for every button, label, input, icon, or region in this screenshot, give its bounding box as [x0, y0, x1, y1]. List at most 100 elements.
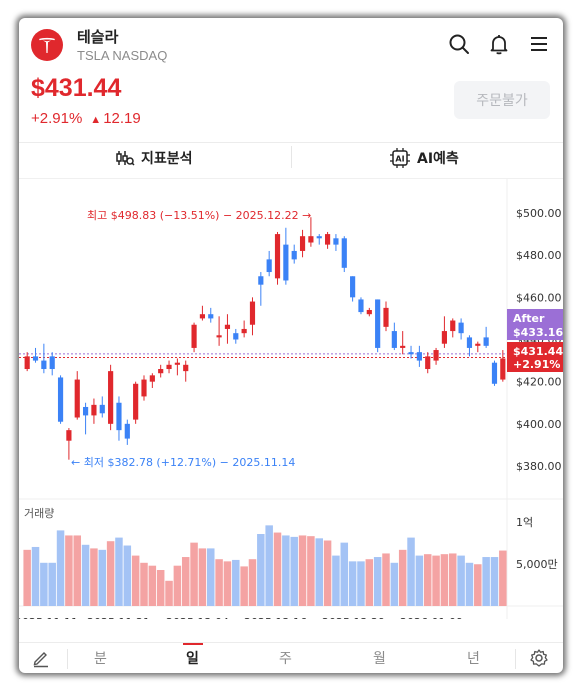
candle-body: [124, 423, 130, 439]
volume-bar: [398, 549, 407, 606]
volume-bar: [465, 562, 474, 606]
candle-body: [224, 324, 231, 329]
divider: [515, 649, 516, 669]
volume-bar: [490, 557, 499, 606]
candle-body: [316, 236, 322, 239]
candle-body: [241, 328, 247, 334]
volume-bar: [207, 548, 215, 606]
candle-body: [333, 238, 339, 245]
app-window: 테슬라 TSLA NASDAQ $431.44 +2.91% ▲ 12.19 주문불…: [19, 18, 563, 673]
tab-indicator-analysis[interactable]: 지표분석: [115, 146, 193, 170]
candle-body: [174, 362, 180, 365]
volume-bar: [348, 561, 357, 606]
candle-body: [41, 360, 47, 370]
candle-body: [141, 379, 147, 397]
period-tab-day[interactable]: 일: [186, 651, 199, 667]
indicator-analysis-icon: [115, 148, 135, 168]
candle-body: [383, 307, 389, 327]
volume-bar: [390, 562, 399, 606]
candle-body: [291, 250, 297, 260]
volume-bar: [98, 549, 107, 606]
search-icon[interactable]: [447, 32, 471, 56]
volume-bar: [474, 564, 482, 606]
candle-body: [375, 299, 381, 348]
volume-bar: [156, 570, 165, 606]
candle-body: [324, 234, 331, 245]
candle-body: [283, 244, 289, 281]
y-tick-label: $500.00: [516, 207, 562, 220]
candle-body: [341, 238, 347, 268]
tab-label: 지표분석: [141, 151, 193, 167]
tab-label: AI예측: [417, 151, 459, 167]
candle-body: [82, 406, 89, 416]
period-tab-month[interactable]: 월: [373, 651, 386, 667]
volume-bar: [48, 562, 56, 606]
candle-body: [24, 356, 30, 370]
x-tick-label: 2025.11.11: [19, 616, 78, 619]
divider: [19, 142, 563, 143]
after-hours-tag: [507, 309, 563, 340]
current-price-tag: [507, 342, 563, 372]
price-chart[interactable]: 최고 $498.83 (−13.51%) − 2025.12.22 → ← 최저…: [19, 179, 563, 619]
volume-bar: [482, 557, 490, 606]
period-tab-minute[interactable]: 분: [94, 651, 107, 667]
volume-bar: [323, 540, 332, 606]
y-tick-label: $480.00: [516, 249, 562, 262]
active-period-indicator: [183, 643, 203, 645]
candle-body: [258, 276, 264, 285]
volume-bar: [123, 545, 132, 606]
x-tick-label: 2025.12.04: [166, 616, 229, 619]
volume-bar: [106, 541, 115, 606]
after-hours-price: $433.16: [513, 326, 563, 339]
candle-body: [32, 356, 39, 361]
volume-bar: [198, 548, 207, 606]
stock-name: 테슬라: [77, 28, 119, 46]
settings-gear-icon[interactable]: [529, 648, 549, 672]
candle-body: [166, 364, 172, 370]
candle-body: [49, 356, 55, 370]
candle-body: [450, 320, 456, 332]
volume-bar: [232, 559, 240, 606]
volume-bar: [290, 536, 298, 606]
candle-body: [233, 333, 239, 340]
volume-bar: [40, 562, 48, 606]
candle-body: [483, 337, 489, 346]
candle-body: [266, 259, 272, 273]
candle-body: [350, 276, 356, 298]
high-annotation: 최고 $498.83 (−13.51%) − 2025.12.22 →: [87, 209, 311, 222]
candle-body: [308, 236, 314, 243]
current-price: $431.44: [31, 74, 122, 102]
period-bar: 분 일 주 월 년: [19, 642, 563, 673]
tab-ai-prediction[interactable]: AI AI예측: [389, 146, 459, 170]
candle-body: [249, 301, 256, 325]
ticker-exchange: TSLA NASDAQ: [77, 48, 168, 63]
volume-bar: [240, 566, 248, 606]
candle-body: [208, 314, 214, 319]
menu-icon[interactable]: [527, 32, 551, 56]
volume-bar: [440, 554, 449, 606]
volume-bar: [173, 565, 182, 606]
period-tab-week[interactable]: 주: [279, 651, 292, 667]
bell-icon[interactable]: [487, 32, 511, 56]
volume-bar: [499, 550, 507, 606]
candle-body: [441, 331, 448, 344]
candle-body: [108, 371, 114, 424]
period-tab-year[interactable]: 년: [467, 651, 480, 667]
volume-bar: [282, 535, 290, 606]
volume-bar: [340, 542, 349, 606]
up-arrow-icon: ▲: [90, 114, 102, 126]
volume-bar: [148, 565, 157, 606]
x-tick-label: 2025.12.29: [322, 616, 385, 619]
volume-bar: [90, 548, 98, 606]
price-change: +2.91% ▲ 12.19: [31, 110, 141, 127]
candle-body: [199, 314, 206, 319]
x-tick-label: 2025.12.16: [244, 616, 307, 619]
draw-pen-icon[interactable]: [31, 648, 51, 672]
candle-body: [500, 358, 506, 380]
volume-label: 거래량: [24, 507, 54, 520]
volume-bar: [181, 557, 190, 606]
candle-body: [57, 377, 64, 422]
volume-bar: [31, 546, 40, 606]
y-tick-label: $400.00: [516, 418, 562, 431]
order-button[interactable]: 주문불가: [454, 81, 550, 119]
